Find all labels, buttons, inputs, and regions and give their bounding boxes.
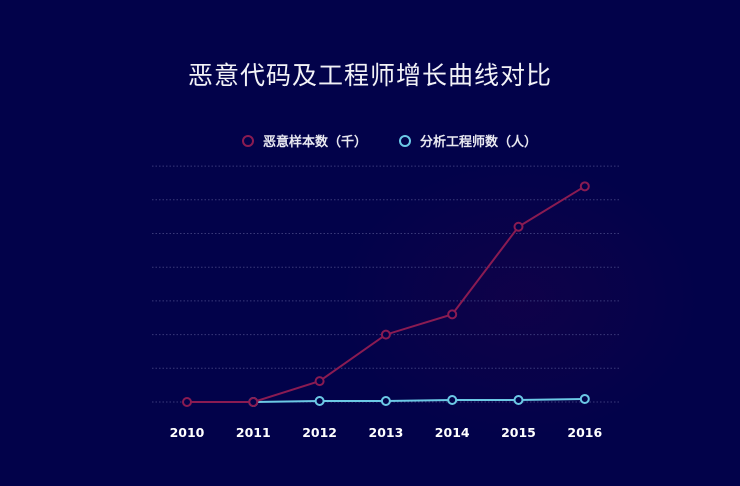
legend: 恶意样本数（千） 分析工程师数（人） [0, 131, 740, 151]
legend-item-malware[interactable]: 恶意样本数（千） [242, 131, 367, 150]
x-tick-label: 2011 [236, 425, 271, 440]
data-point[interactable] [380, 329, 391, 340]
data-point[interactable] [447, 394, 458, 405]
legend-item-engineers[interactable]: 分析工程师数（人） [399, 131, 537, 150]
data-point[interactable] [513, 394, 524, 405]
data-point[interactable] [447, 309, 458, 320]
x-tick-label: 2010 [170, 425, 205, 440]
data-point[interactable] [380, 395, 391, 406]
x-tick-label: 2015 [501, 425, 536, 440]
circle-marker-icon [242, 134, 254, 147]
data-point[interactable] [579, 393, 590, 404]
data-point[interactable] [182, 397, 192, 407]
data-point[interactable] [314, 395, 325, 406]
data-point[interactable] [579, 181, 590, 192]
x-tick-label: 2014 [435, 425, 470, 440]
x-tick-label: 2012 [302, 425, 337, 440]
data-point[interactable] [248, 397, 259, 407]
x-tick-label: 2013 [369, 425, 404, 440]
legend-label-malware: 恶意样本数（千） [263, 135, 368, 150]
gridlines [152, 165, 620, 403]
circle-marker-icon [399, 134, 411, 147]
series-lines [182, 181, 590, 407]
chart-title: 恶意代码及工程师增长曲线对比 [187, 61, 552, 90]
series-engineers [248, 393, 590, 407]
legend-label-engineers: 分析工程师数（人） [420, 135, 538, 150]
series-malware [182, 181, 590, 407]
x-axis-labels: 2010 2011 2012 2013 2014 2015 2016 [170, 425, 603, 440]
data-point[interactable] [314, 376, 325, 387]
data-point[interactable] [513, 221, 524, 232]
x-tick-label: 2016 [567, 425, 602, 440]
